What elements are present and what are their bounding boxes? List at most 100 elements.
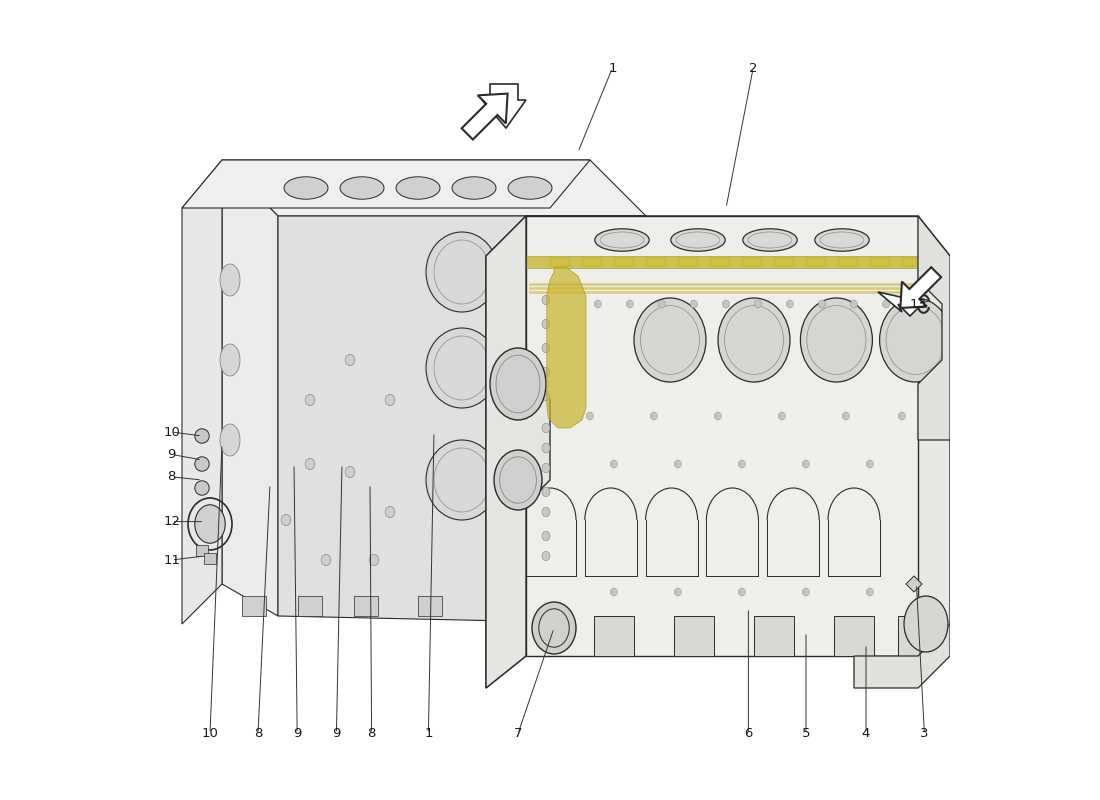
Ellipse shape: [594, 300, 602, 308]
Text: europes: europes: [257, 390, 650, 474]
Ellipse shape: [723, 300, 729, 308]
Bar: [550, 258, 570, 266]
Bar: [742, 258, 762, 266]
Ellipse shape: [340, 177, 384, 199]
Ellipse shape: [195, 481, 209, 495]
Bar: [674, 616, 714, 656]
Ellipse shape: [321, 554, 331, 566]
Ellipse shape: [542, 319, 550, 329]
Ellipse shape: [542, 443, 550, 453]
Text: 5: 5: [802, 727, 811, 740]
Ellipse shape: [542, 391, 550, 401]
Ellipse shape: [195, 505, 226, 543]
Ellipse shape: [542, 343, 550, 353]
Ellipse shape: [426, 440, 498, 520]
Ellipse shape: [542, 531, 550, 541]
Bar: [898, 616, 938, 656]
Ellipse shape: [494, 450, 542, 510]
Ellipse shape: [882, 300, 890, 308]
Polygon shape: [918, 216, 950, 440]
Polygon shape: [854, 624, 950, 688]
Text: 12: 12: [163, 515, 180, 528]
Ellipse shape: [595, 229, 649, 251]
Ellipse shape: [514, 272, 586, 352]
Text: 8: 8: [367, 727, 376, 740]
Ellipse shape: [867, 460, 873, 468]
Bar: [354, 596, 378, 616]
Bar: [205, 553, 216, 564]
Text: 7: 7: [514, 727, 522, 740]
Polygon shape: [901, 267, 942, 308]
Ellipse shape: [586, 412, 594, 420]
Ellipse shape: [610, 460, 617, 468]
Polygon shape: [222, 160, 646, 216]
Bar: [870, 258, 890, 266]
Text: a passion for: a passion for: [393, 541, 644, 579]
Ellipse shape: [755, 300, 761, 308]
Ellipse shape: [899, 412, 905, 420]
Ellipse shape: [220, 344, 240, 376]
Polygon shape: [182, 160, 222, 624]
Ellipse shape: [396, 177, 440, 199]
Polygon shape: [182, 160, 590, 208]
Polygon shape: [482, 84, 526, 128]
Bar: [490, 596, 514, 616]
Ellipse shape: [426, 328, 498, 408]
Ellipse shape: [542, 295, 550, 305]
Bar: [614, 258, 634, 266]
Text: 8: 8: [254, 727, 262, 740]
Bar: [582, 258, 602, 266]
Ellipse shape: [542, 551, 550, 561]
Bar: [418, 596, 442, 616]
Ellipse shape: [904, 596, 948, 652]
Ellipse shape: [674, 588, 682, 596]
Bar: [838, 258, 858, 266]
Polygon shape: [526, 216, 950, 256]
Bar: [710, 258, 730, 266]
Ellipse shape: [385, 506, 395, 518]
Ellipse shape: [843, 412, 849, 420]
Polygon shape: [486, 216, 526, 688]
Bar: [594, 616, 634, 656]
Polygon shape: [906, 576, 922, 592]
Ellipse shape: [284, 177, 328, 199]
Ellipse shape: [718, 298, 790, 382]
Ellipse shape: [634, 298, 706, 382]
Ellipse shape: [370, 554, 378, 566]
Ellipse shape: [674, 460, 682, 468]
Ellipse shape: [305, 458, 315, 470]
Ellipse shape: [626, 300, 634, 308]
Polygon shape: [547, 267, 586, 428]
Ellipse shape: [220, 264, 240, 296]
Polygon shape: [278, 216, 646, 624]
Ellipse shape: [452, 177, 496, 199]
Ellipse shape: [714, 412, 722, 420]
Ellipse shape: [802, 588, 810, 596]
Text: 1: 1: [425, 727, 432, 740]
Bar: [298, 596, 322, 616]
Bar: [646, 258, 666, 266]
Polygon shape: [878, 292, 918, 316]
Bar: [554, 596, 578, 616]
Ellipse shape: [850, 300, 858, 308]
Ellipse shape: [786, 300, 793, 308]
Ellipse shape: [867, 588, 873, 596]
Ellipse shape: [195, 429, 209, 443]
Ellipse shape: [650, 412, 658, 420]
Ellipse shape: [542, 507, 550, 517]
Polygon shape: [462, 94, 507, 139]
Ellipse shape: [542, 423, 550, 433]
Ellipse shape: [542, 487, 550, 497]
Ellipse shape: [691, 300, 697, 308]
Ellipse shape: [801, 298, 872, 382]
Ellipse shape: [345, 466, 355, 478]
Ellipse shape: [345, 354, 355, 366]
Text: 6: 6: [745, 727, 752, 740]
Ellipse shape: [659, 300, 666, 308]
Text: 13: 13: [910, 298, 926, 310]
Text: 9: 9: [332, 727, 341, 740]
Text: 2: 2: [749, 62, 758, 74]
Ellipse shape: [671, 229, 725, 251]
Ellipse shape: [426, 232, 498, 312]
Ellipse shape: [880, 298, 952, 382]
